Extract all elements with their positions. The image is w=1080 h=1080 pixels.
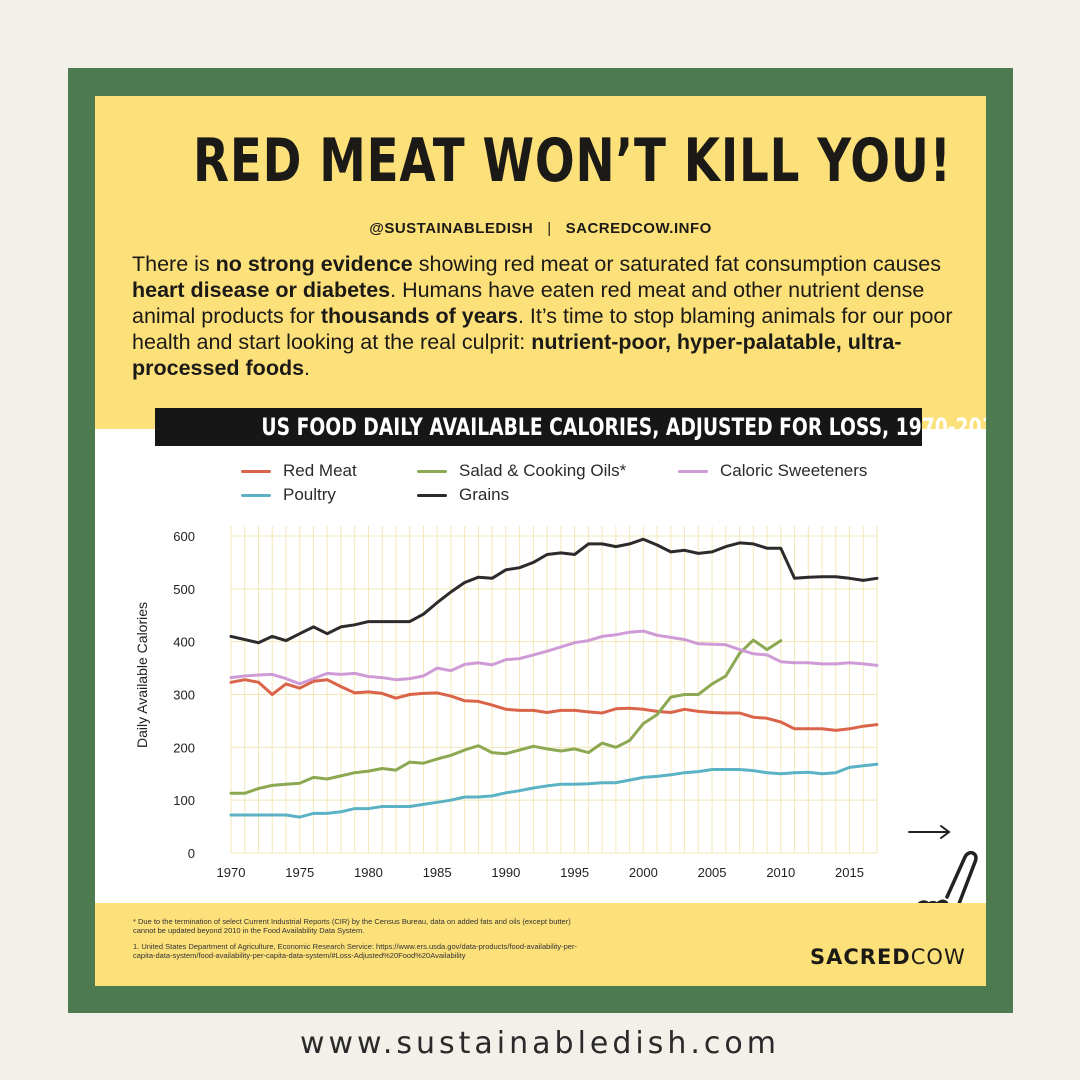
series-line-red-meat (229, 678, 879, 732)
footnote-source: 1. United States Department of Agricultu… (133, 942, 577, 960)
intro-emphasis: nutrient-poor, hyper-palatable, ultra-pr… (132, 330, 902, 380)
x-tick-labels: 1970 1975 1980 1985 1990 1995 2000 2005 2010 2015 (217, 865, 864, 880)
y-tick-label: 300 (173, 688, 195, 703)
intro-paragraph: There is no strong evidence showing red … (132, 251, 962, 381)
legend-swatch-sweeteners (678, 469, 708, 473)
footnote-oils: * Due to the termination of select Curre… (133, 917, 571, 935)
handle-website: SACREDCOW.INFO (565, 220, 712, 237)
legend-swatch-red-meat (241, 469, 271, 473)
legend-item-grains: Grains (417, 484, 509, 506)
y-tick-label: 0 (188, 846, 195, 861)
handle-instagram: @SUSTAINABLEDISH (369, 220, 534, 237)
y-tick-label: 600 (173, 529, 195, 544)
legend-label-oils: Salad & Cooking Oils* (459, 461, 627, 480)
x-tick-label: 1980 (354, 865, 383, 880)
intro-text: . It’s time to stop blaming animals for … (132, 304, 953, 354)
footer: * Due to the termination of select Curre… (95, 903, 986, 986)
legend-item-oils: Salad & Cooking Oils* (417, 460, 626, 482)
y-tick-label: 100 (173, 793, 195, 808)
x-tick-label: 1990 (491, 865, 520, 880)
y-tick-labels: 0 100 200 300 400 500 600 (173, 529, 195, 861)
x-tick-label: 2015 (835, 865, 864, 880)
x-tick-label: 1995 (560, 865, 589, 880)
chart-title-banner: US FOOD DAILY AVAILABLE CALORIES, ADJUST… (155, 408, 986, 446)
x-tick-label: 2005 (698, 865, 727, 880)
legend-swatch-poultry (241, 493, 271, 497)
infographic-card: RED MEAT WON’T KILL YOU! @SUSTAINABLEDIS… (95, 96, 986, 986)
source-handles: @SUSTAINABLEDISH | SACREDCOW.INFO (95, 220, 986, 237)
y-tick-label: 200 (173, 740, 195, 755)
x-tick-label: 2000 (629, 865, 658, 880)
logo-part-cow: COW (910, 945, 966, 969)
intro-text: . (304, 356, 311, 380)
intro-emphasis: thousands of years (320, 304, 518, 328)
series-lines (229, 537, 879, 819)
y-tick-label: 500 (173, 582, 195, 597)
legend-swatch-grains (417, 493, 447, 497)
legend-swatch-oils (417, 469, 447, 473)
series-line-grains (229, 537, 879, 645)
legend-item-red-meat: Red Meat (241, 460, 357, 482)
logo-part-sacred: SACRED (810, 945, 911, 969)
website-url[interactable]: www.sustainabledish.com (299, 1026, 780, 1061)
x-tick-label: 1970 (217, 865, 246, 880)
intro-text: showing red meat or saturated fat consum… (412, 252, 941, 276)
legend-label-red-meat: Red Meat (283, 461, 357, 480)
x-tick-label: 2010 (766, 865, 795, 880)
headline: RED MEAT WON’T KILL YOU! (193, 126, 952, 196)
legend-label-poultry: Poultry (283, 485, 336, 504)
legend-item-poultry: Poultry (241, 484, 336, 506)
series-line-salad-cooking-oils (229, 638, 783, 795)
intro-emphasis: heart disease or diabetes (132, 278, 391, 302)
chart-title: US FOOD DAILY AVAILABLE CALORIES, ADJUST… (261, 413, 986, 441)
arrow-right-icon (908, 825, 951, 839)
line-chart: 0 100 200 300 400 500 600 1970 1975 1980 1985 1990… (134, 526, 978, 903)
y-axis-label: Daily Available Calories (134, 602, 150, 748)
y-tick-label: 400 (173, 635, 195, 650)
intro-text: There is (132, 252, 216, 276)
intro-emphasis: no strong evidence (215, 252, 413, 276)
x-tick-label: 1985 (423, 865, 452, 880)
series-line-poultry (229, 762, 879, 819)
legend-label-sweeteners: Caloric Sweeteners (720, 461, 868, 480)
chart-grid (230, 526, 878, 854)
legend-item-sweeteners: Caloric Sweeteners (678, 460, 867, 482)
sacredcow-logo: SACREDCOW (810, 945, 966, 969)
chart-panel: Red Meat Salad & Cooking Oils* Caloric S… (95, 429, 986, 903)
hand-pointer-icon (917, 850, 978, 903)
legend-label-grains: Grains (459, 485, 510, 504)
series-line-caloric-sweeteners (229, 629, 879, 686)
x-tick-label: 1975 (285, 865, 314, 880)
handle-divider: | (547, 220, 552, 237)
intro-text: . Humans have eaten red meat and other n… (132, 278, 925, 328)
